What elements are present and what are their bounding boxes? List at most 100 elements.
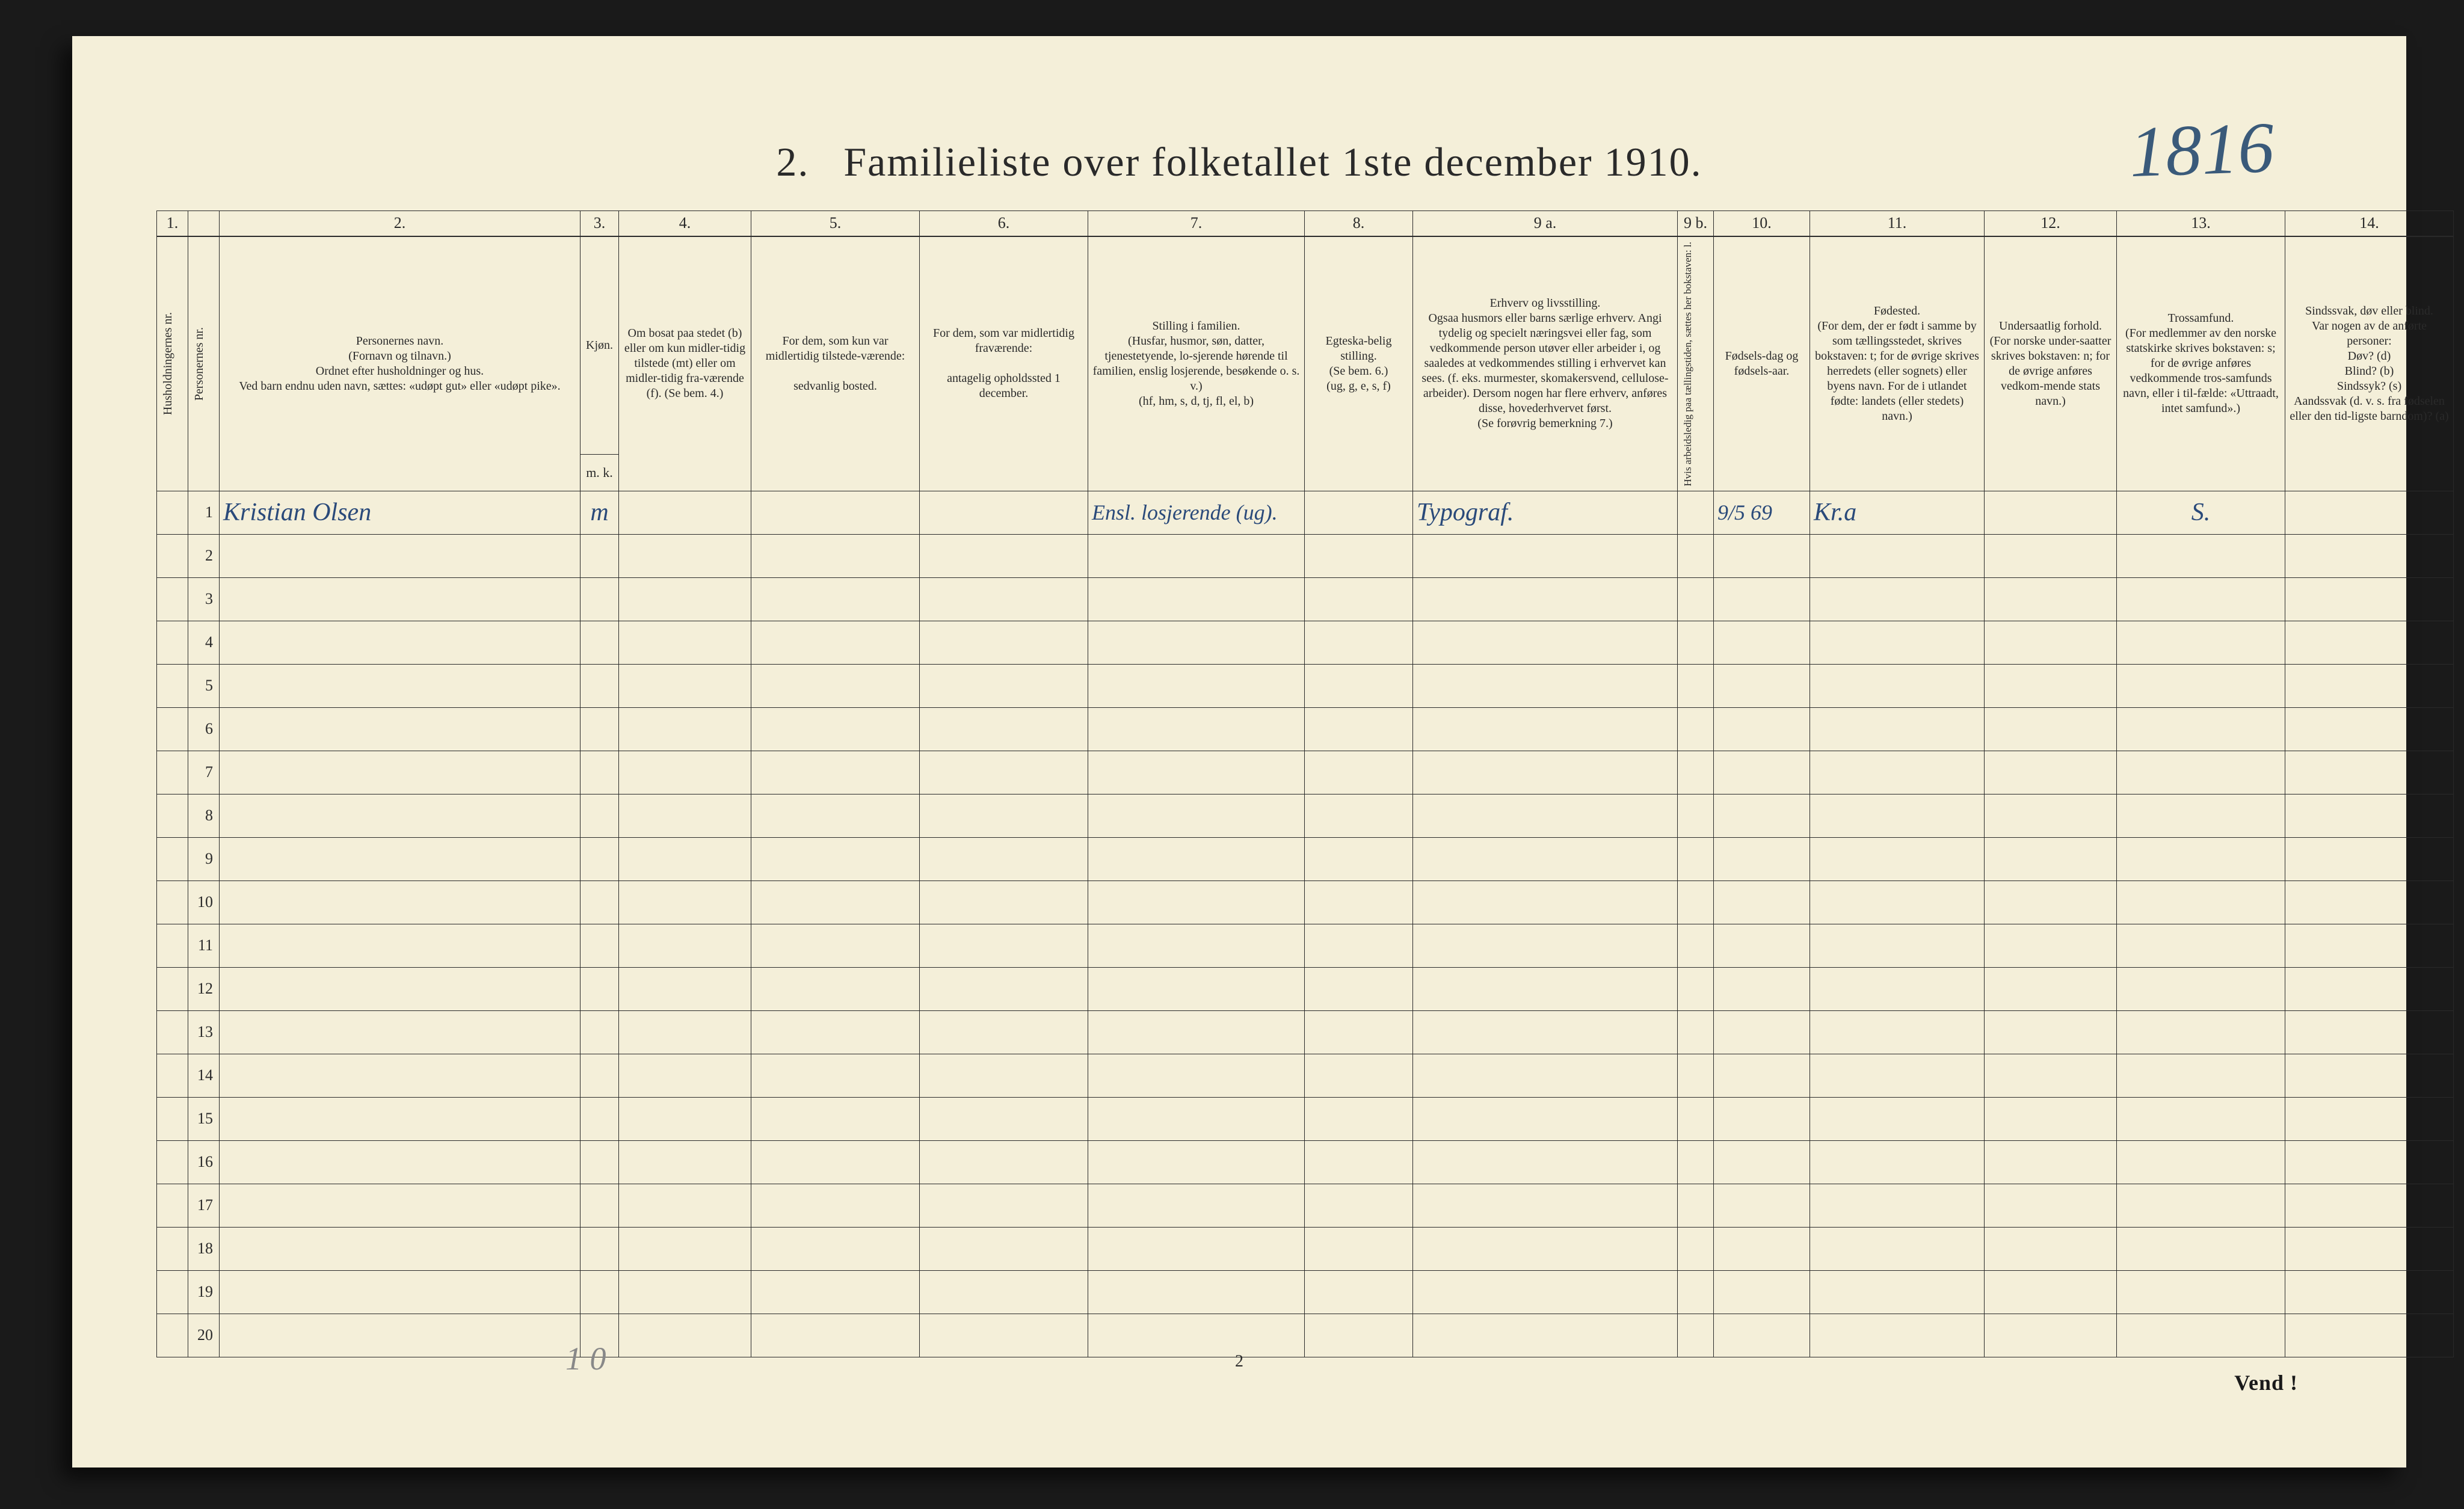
cell-family-position	[1088, 535, 1305, 578]
cell-family-position	[1088, 578, 1305, 621]
cell-family-position	[1088, 1271, 1305, 1314]
cell-person-nr: 8	[188, 794, 220, 838]
colnum-7: 7.	[1088, 211, 1305, 236]
table-row: 10	[157, 881, 2454, 924]
cell-unemployed	[1678, 968, 1714, 1011]
cell-residence-status	[619, 794, 751, 838]
head-residence-status: Om bosat paa stedet (b) eller om kun mid…	[619, 236, 751, 491]
cell-religion	[2117, 751, 2285, 794]
cell-citizenship	[1985, 708, 2117, 751]
cell-unemployed	[1678, 838, 1714, 881]
cell-name	[220, 1228, 581, 1271]
cell-citizenship	[1985, 578, 2117, 621]
cell-birthplace	[1810, 578, 1985, 621]
cell-birthdate	[1714, 1098, 1810, 1141]
cell-religion	[2117, 1228, 2285, 1271]
cell-disability	[2285, 1098, 2454, 1141]
cell-birthplace: Kr.a	[1810, 491, 1985, 535]
cell-residence-status	[619, 1011, 751, 1054]
cell-marital-status	[1305, 621, 1413, 665]
cell-birthdate	[1714, 1141, 1810, 1184]
cell-unemployed	[1678, 1098, 1714, 1141]
cell-religion: S.	[2117, 491, 2285, 535]
cell-sex	[581, 838, 619, 881]
cell-absent-location	[920, 708, 1088, 751]
cell-disability	[2285, 708, 2454, 751]
cell-religion	[2117, 621, 2285, 665]
cell-sex	[581, 881, 619, 924]
census-table: 1. 2. 3. 4. 5. 6. 7. 8. 9 a. 9 b. 10. 11…	[156, 211, 2454, 1357]
cell-marital-status	[1305, 491, 1413, 535]
cell-occupation	[1413, 1184, 1678, 1228]
cell-birthplace	[1810, 1011, 1985, 1054]
cell-residence-status	[619, 881, 751, 924]
cell-marital-status	[1305, 751, 1413, 794]
cell-usual-residence	[751, 1271, 920, 1314]
cell-occupation: Typograf.	[1413, 491, 1678, 535]
cell-birthplace	[1810, 1228, 1985, 1271]
cell-birthdate	[1714, 1011, 1810, 1054]
document-title: 2. Familieliste over folketallet 1ste de…	[72, 138, 2406, 186]
cell-marital-status	[1305, 665, 1413, 708]
cell-unemployed	[1678, 924, 1714, 968]
cell-occupation	[1413, 968, 1678, 1011]
cell-unemployed	[1678, 665, 1714, 708]
cell-occupation	[1413, 751, 1678, 794]
cell-household-nr	[157, 578, 188, 621]
cell-usual-residence	[751, 1011, 920, 1054]
cell-absent-location	[920, 1054, 1088, 1098]
cell-birthplace	[1810, 1141, 1985, 1184]
cell-person-nr: 10	[188, 881, 220, 924]
cell-unemployed	[1678, 1314, 1714, 1357]
cell-birthdate	[1714, 535, 1810, 578]
cell-absent-location	[920, 1098, 1088, 1141]
cell-sex	[581, 621, 619, 665]
cell-household-nr	[157, 1228, 188, 1271]
cell-name	[220, 665, 581, 708]
cell-sex	[581, 665, 619, 708]
cell-name	[220, 1271, 581, 1314]
cell-sex	[581, 968, 619, 1011]
cell-disability	[2285, 1184, 2454, 1228]
table-row: 16	[157, 1141, 2454, 1184]
cell-usual-residence	[751, 1184, 920, 1228]
cell-name	[220, 621, 581, 665]
cell-name	[220, 1054, 581, 1098]
cell-citizenship	[1985, 1098, 2117, 1141]
colnum-10: 10.	[1714, 211, 1810, 236]
cell-citizenship	[1985, 1271, 2117, 1314]
cell-religion	[2117, 1271, 2285, 1314]
cell-sex	[581, 1271, 619, 1314]
cell-marital-status	[1305, 794, 1413, 838]
cell-occupation	[1413, 1271, 1678, 1314]
cell-name	[220, 968, 581, 1011]
cell-occupation	[1413, 1098, 1678, 1141]
cell-family-position	[1088, 838, 1305, 881]
colnum-4: 4.	[619, 211, 751, 236]
cell-occupation	[1413, 708, 1678, 751]
cell-unemployed	[1678, 535, 1714, 578]
cell-disability	[2285, 881, 2454, 924]
table-row: 15	[157, 1098, 2454, 1141]
cell-residence-status	[619, 968, 751, 1011]
cell-citizenship	[1985, 1054, 2117, 1098]
title-text: Familieliste over folketallet 1ste decem…	[843, 139, 1702, 185]
cell-person-nr: 2	[188, 535, 220, 578]
cell-sex	[581, 1184, 619, 1228]
cell-religion	[2117, 968, 2285, 1011]
table-row: 14	[157, 1054, 2454, 1098]
cell-residence-status	[619, 1098, 751, 1141]
head-sex: Kjøn.	[581, 236, 619, 455]
cell-usual-residence	[751, 924, 920, 968]
cell-household-nr	[157, 1098, 188, 1141]
cell-usual-residence	[751, 794, 920, 838]
cell-birthplace	[1810, 535, 1985, 578]
cell-citizenship	[1985, 924, 2117, 968]
cell-residence-status	[619, 1054, 751, 1098]
cell-citizenship	[1985, 1228, 2117, 1271]
cell-citizenship	[1985, 794, 2117, 838]
cell-religion	[2117, 1314, 2285, 1357]
cell-person-nr: 3	[188, 578, 220, 621]
cell-disability	[2285, 491, 2454, 535]
table-row: 2	[157, 535, 2454, 578]
